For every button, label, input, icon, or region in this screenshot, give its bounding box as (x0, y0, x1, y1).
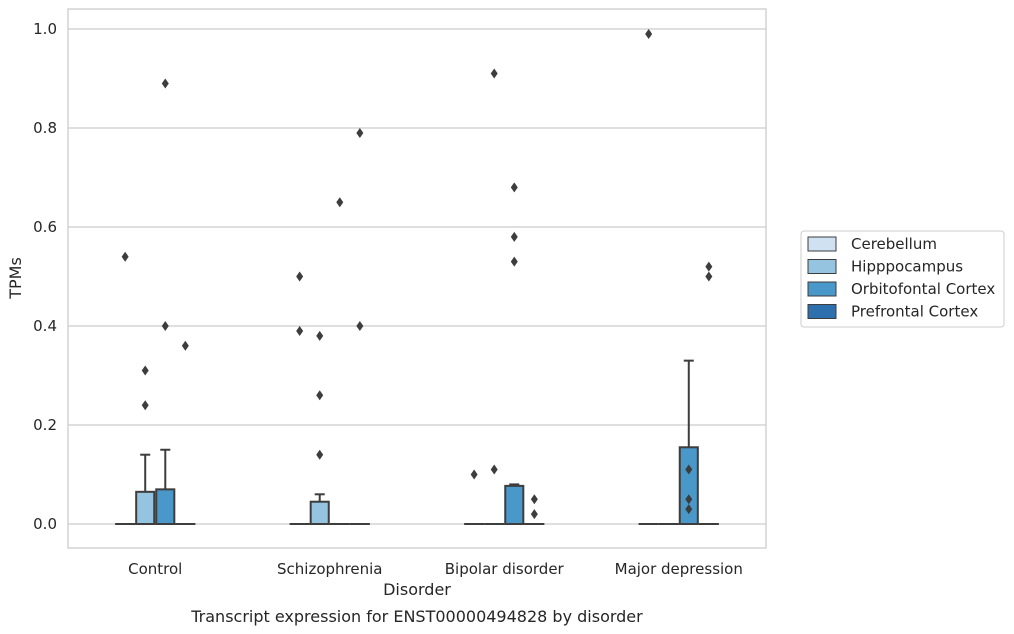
x-tick-label: Schizophrenia (277, 560, 382, 578)
legend: Cerebellum Hipppocampus Orbitofontal Corte… (800, 230, 1005, 328)
outlier-point (141, 400, 149, 411)
y-tick-label: 0.2 (33, 416, 57, 434)
y-tick-label: 0.0 (33, 515, 57, 533)
box-cerebellum (464, 469, 485, 525)
legend-swatch (807, 259, 837, 274)
x-axis-label: Disorder (383, 580, 451, 599)
outlier-point (530, 509, 538, 520)
legend-label: Prefrontal Cortex (851, 303, 978, 321)
box-hipppocampus (309, 330, 330, 526)
outlier-point (510, 182, 518, 193)
grid-lines (68, 28, 766, 525)
outlier-point (705, 261, 713, 272)
outlier-point (470, 469, 478, 480)
outlier-point (705, 271, 713, 282)
box-orbitofontal-cortex (504, 182, 525, 526)
y-axis-label: TPMs (6, 257, 25, 300)
box-iqr (135, 490, 156, 526)
outlier-point (510, 256, 518, 267)
outlier-point (356, 127, 364, 138)
x-axis-ticks: Control Schizophrenia Bipolar disorder Majo… (128, 560, 743, 578)
box-orbitofontal-cortex (678, 359, 699, 525)
outlier-point (161, 321, 169, 331)
box-iqr (504, 484, 525, 526)
plot-area-frame (67, 8, 767, 549)
x-tick-label: Bipolar disorder (445, 560, 565, 578)
outlier-point (490, 464, 498, 475)
y-tick-label: 1.0 (33, 20, 57, 38)
legend-swatch (807, 304, 837, 319)
outlier-point (316, 390, 324, 401)
outlier-point (296, 325, 304, 336)
box-prefrontal-cortex (349, 127, 370, 525)
box-hipppocampus (135, 365, 156, 526)
box-iqr (309, 500, 330, 526)
legend-label: Cerebellum (851, 235, 937, 253)
x-tick-label: Control (128, 560, 182, 578)
legend-frame (800, 230, 1005, 328)
outlier-point (685, 464, 693, 475)
outlier-point (510, 231, 518, 242)
chart-caption: Transcript expression for ENST0000049482… (190, 607, 643, 626)
outlier-point (296, 271, 304, 282)
box-prefrontal-cortex (524, 494, 545, 525)
box-iqr (155, 488, 176, 526)
outlier-point (530, 494, 538, 505)
outlier-point (490, 68, 498, 79)
box-orbitofontal-cortex (155, 78, 176, 526)
box-orbitofontal-cortex (329, 197, 350, 525)
outlier-point (121, 251, 129, 262)
box-cerebellum (638, 28, 659, 525)
outlier-point (161, 78, 169, 89)
legend-swatch (807, 281, 837, 297)
box-marks (115, 28, 719, 526)
outlier-point (141, 365, 149, 376)
box-prefrontal-cortex (175, 340, 196, 525)
outlier-point (316, 449, 324, 460)
y-tick-label: 0.4 (33, 317, 57, 335)
outlier-point (181, 340, 189, 351)
outlier-point (316, 330, 324, 341)
legend-label: Hipppocampus (851, 258, 963, 276)
legend-swatch (807, 236, 837, 252)
y-axis-ticks: 0.0 0.2 0.4 0.6 0.8 1.0 (33, 20, 57, 533)
outlier-point (685, 494, 693, 505)
box-cerebellum (115, 251, 136, 525)
box-hipppocampus (484, 68, 505, 525)
x-tick-label: Major depression (615, 560, 743, 578)
box-cerebellum (289, 271, 310, 525)
y-tick-label: 0.6 (33, 218, 57, 236)
outlier-point (336, 197, 344, 208)
outlier-point (685, 504, 693, 515)
outlier-point (645, 28, 653, 39)
box-prefrontal-cortex (698, 261, 719, 525)
y-tick-label: 0.8 (33, 119, 57, 137)
legend-label: Orbitofontal Cortex (851, 280, 995, 298)
outlier-point (356, 321, 364, 331)
